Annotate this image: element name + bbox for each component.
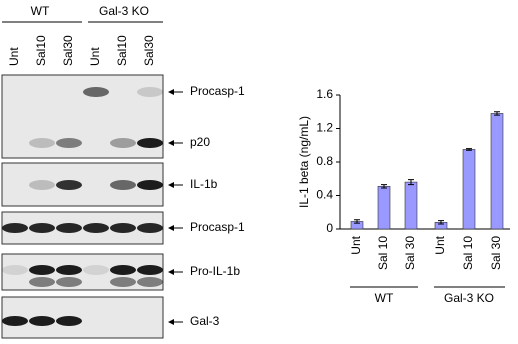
blot-panel — [1, 253, 164, 291]
error-bar — [466, 148, 472, 151]
band-label: Procasp-1 — [190, 220, 245, 234]
band-label: Gal-3 — [190, 314, 220, 328]
band — [2, 316, 28, 326]
group-label: Gal-3 KO — [444, 291, 494, 305]
band — [110, 277, 136, 287]
band — [137, 277, 163, 287]
blot-panel — [1, 211, 164, 245]
y-tick-label: 0 — [326, 221, 333, 235]
error-bar — [381, 184, 387, 189]
blot-panel — [1, 74, 164, 159]
band — [83, 223, 109, 233]
error-bar — [408, 179, 414, 186]
x-tick-label: Sal 30 — [489, 236, 503, 270]
band — [2, 223, 28, 233]
lane-label: Unt — [88, 47, 102, 66]
band — [29, 277, 55, 287]
arrow-head — [168, 89, 174, 95]
lane-label: Sal10 — [34, 35, 48, 66]
band — [56, 223, 82, 233]
band-label: Pro-IL-1b — [190, 264, 240, 278]
band — [110, 223, 136, 233]
band — [56, 138, 82, 148]
band — [56, 180, 82, 190]
band — [83, 87, 109, 97]
band-label: Procasp-1 — [190, 84, 245, 98]
arrow-head — [168, 182, 174, 188]
y-axis-label: IL-1 beta (ng/mL) — [297, 116, 311, 208]
group-label: WT — [31, 4, 50, 18]
y-tick-label: 1.6 — [316, 87, 333, 101]
x-tick-label: Sal 10 — [376, 236, 390, 270]
blot-panel — [1, 296, 164, 339]
band — [137, 265, 163, 275]
band — [56, 316, 82, 326]
arrow-head — [168, 319, 174, 325]
x-tick-label: Unt — [433, 235, 447, 254]
group-label: Gal-3 KO — [99, 4, 149, 18]
band — [137, 138, 163, 148]
lane-label: Sal30 — [61, 35, 75, 66]
group-label: WT — [375, 291, 394, 305]
band-label: IL-1b — [190, 177, 218, 191]
error-bar — [354, 219, 360, 224]
arrow-head — [168, 140, 174, 146]
band — [137, 180, 163, 190]
arrow-head — [168, 269, 174, 275]
lane-label: Unt — [7, 47, 21, 66]
band — [56, 277, 82, 287]
bar — [462, 149, 476, 230]
band — [110, 265, 136, 275]
x-tick-label: Sal 10 — [461, 236, 475, 270]
band — [29, 180, 55, 190]
band — [110, 180, 136, 190]
arrow-head — [168, 225, 174, 231]
bar — [377, 185, 391, 230]
x-tick-label: Unt — [349, 235, 363, 254]
blot-panel — [1, 162, 164, 207]
bar — [490, 113, 504, 230]
y-tick-label: 1.2 — [316, 121, 333, 135]
band — [56, 265, 82, 275]
bar — [404, 181, 418, 230]
lane-label: Sal30 — [142, 35, 156, 66]
band — [137, 223, 163, 233]
y-tick-label: 0.4 — [316, 188, 333, 202]
band — [29, 223, 55, 233]
y-tick-label: 0.8 — [316, 154, 333, 168]
band — [137, 87, 163, 97]
band — [2, 265, 28, 275]
x-tick-label: Sal 30 — [403, 236, 417, 270]
lane-label: Sal10 — [115, 35, 129, 66]
band-label: p20 — [190, 135, 210, 149]
band — [29, 138, 55, 148]
band — [110, 138, 136, 148]
band — [29, 316, 55, 326]
error-bar — [438, 220, 444, 225]
band — [29, 265, 55, 275]
band — [83, 265, 109, 275]
error-bar — [494, 111, 500, 116]
